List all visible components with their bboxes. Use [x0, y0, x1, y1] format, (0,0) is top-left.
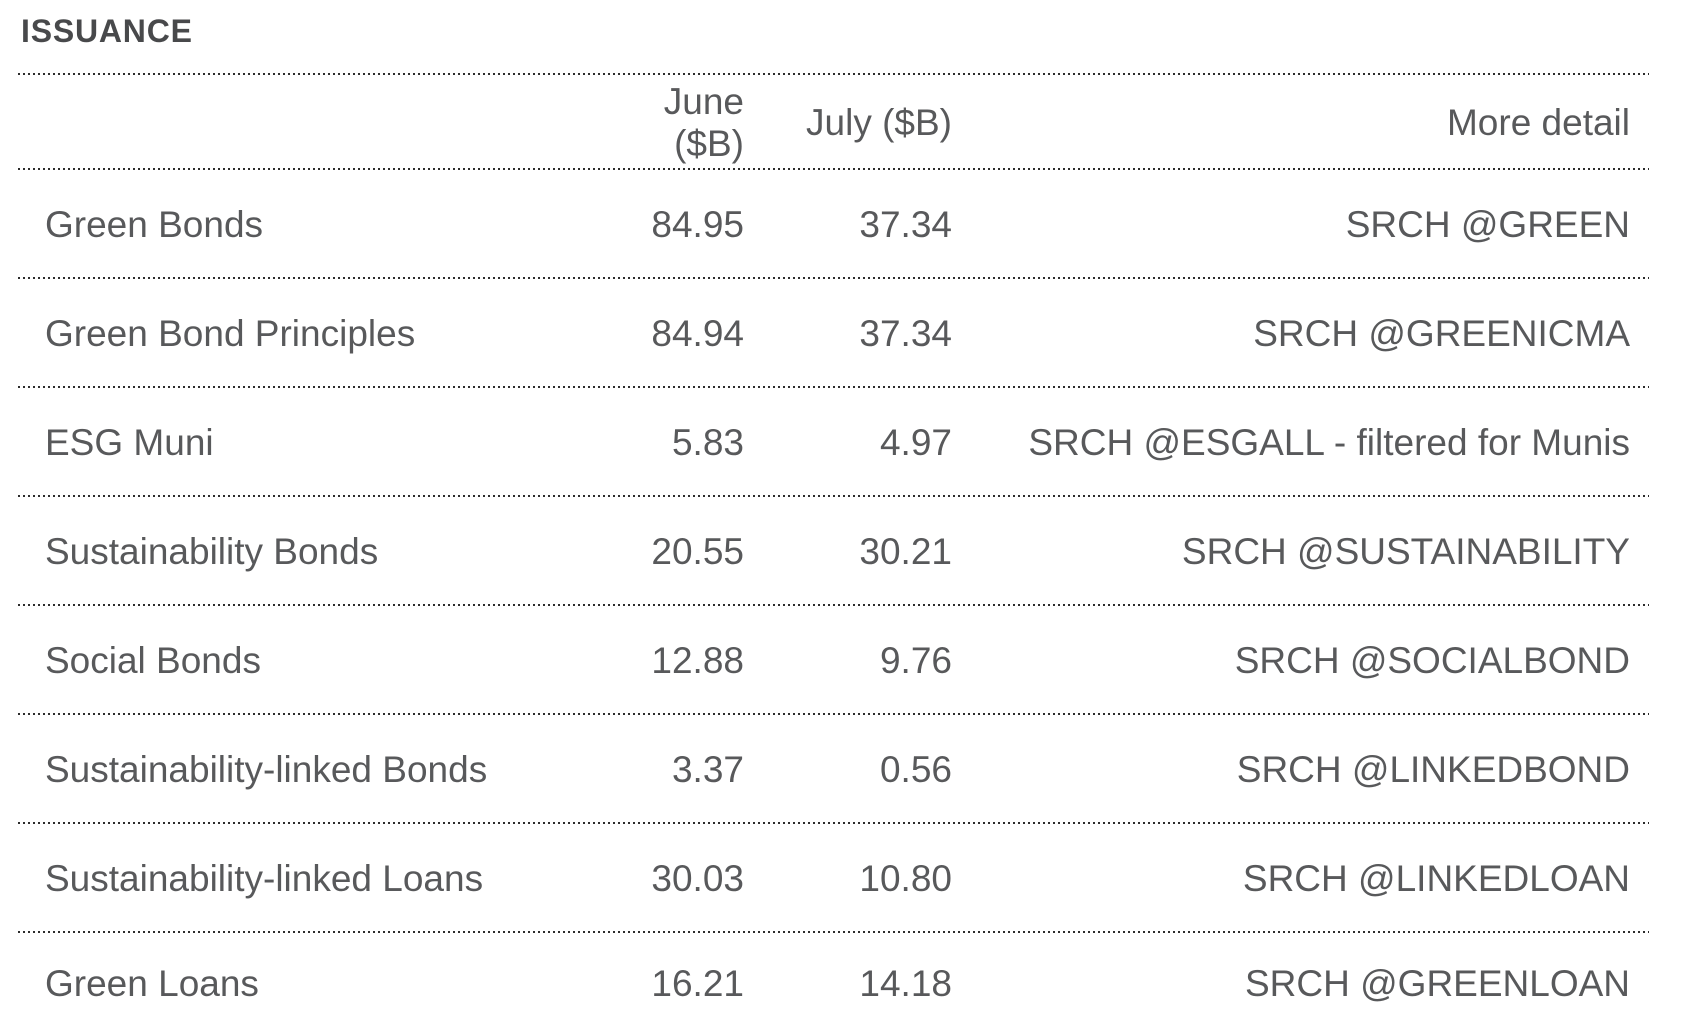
table-body: Green Bonds 84.95 37.34 SRCH @GREEN Gree…	[18, 170, 1649, 1034]
row-label-cell: Sustainability-linked Loans	[45, 857, 484, 899]
detail-cell: SRCH @ESGALL - filtered for Munis	[1028, 421, 1630, 463]
table-row: Social Bonds 12.88 9.76 SRCH @SOCIALBOND	[18, 606, 1649, 715]
header-row: June ($B) July ($B) More detail	[18, 75, 1649, 170]
july-value-cell: 9.76	[879, 639, 952, 681]
july-value-cell: 0.56	[879, 748, 952, 790]
page-title: ISSUANCE	[21, 13, 193, 49]
july-value-cell: 30.21	[859, 530, 952, 572]
table-row: Green Bonds 84.95 37.34 SRCH @GREEN	[18, 170, 1649, 279]
june-value-cell: 5.83	[671, 421, 744, 463]
july-value-cell: 10.80	[859, 857, 952, 899]
july-value-cell: 14.18	[859, 962, 952, 1004]
table-row: Sustainability-linked Loans 30.03 10.80 …	[18, 824, 1649, 933]
detail-cell: SRCH @SUSTAINABILITY	[1181, 530, 1630, 572]
june-value-cell: 84.94	[651, 312, 744, 354]
table-row: Sustainability-linked Bonds 3.37 0.56 SR…	[18, 715, 1649, 824]
july-value-cell: 37.34	[859, 203, 952, 245]
july-value-cell: 4.97	[879, 421, 952, 463]
june-value-cell: 12.88	[651, 639, 744, 681]
june-value-cell: 3.37	[671, 748, 744, 790]
column-header-detail: More detail	[1446, 101, 1630, 143]
table-row: ESG Muni 5.83 4.97 SRCH @ESGALL - filter…	[18, 388, 1649, 497]
table-row: Sustainability Bonds 20.55 30.21 SRCH @S…	[18, 497, 1649, 606]
row-label-cell: Sustainability Bonds	[45, 530, 379, 572]
column-header-july: July ($B)	[806, 101, 952, 143]
detail-cell: SRCH @GREENLOAN	[1244, 962, 1630, 1004]
row-label-cell: Sustainability-linked Bonds	[45, 748, 488, 790]
column-header-june: June ($B)	[663, 80, 744, 164]
row-label-cell: Social Bonds	[45, 639, 261, 681]
june-value-cell: 20.55	[651, 530, 744, 572]
detail-cell: SRCH @GREEN	[1345, 203, 1630, 245]
detail-cell: SRCH @SOCIALBOND	[1234, 639, 1630, 681]
june-value-cell: 16.21	[651, 962, 744, 1004]
june-value-cell: 84.95	[651, 203, 744, 245]
june-value-cell: 30.03	[651, 857, 744, 899]
july-value-cell: 37.34	[859, 312, 952, 354]
title-block: ISSUANCE	[18, 0, 1649, 75]
row-label-cell: Green Loans	[45, 962, 259, 1004]
row-label-cell: Green Bond Principles	[45, 312, 416, 354]
table-row: Green Loans 16.21 14.18 SRCH @GREENLOAN	[18, 933, 1649, 1034]
row-label-cell: ESG Muni	[45, 421, 214, 463]
detail-cell: SRCH @LINKEDLOAN	[1242, 857, 1630, 899]
table-row: Green Bond Principles 84.94 37.34 SRCH @…	[18, 279, 1649, 388]
detail-cell: SRCH @LINKEDBOND	[1236, 748, 1630, 790]
detail-cell: SRCH @GREENICMA	[1253, 312, 1630, 354]
row-label-cell: Green Bonds	[45, 203, 264, 245]
